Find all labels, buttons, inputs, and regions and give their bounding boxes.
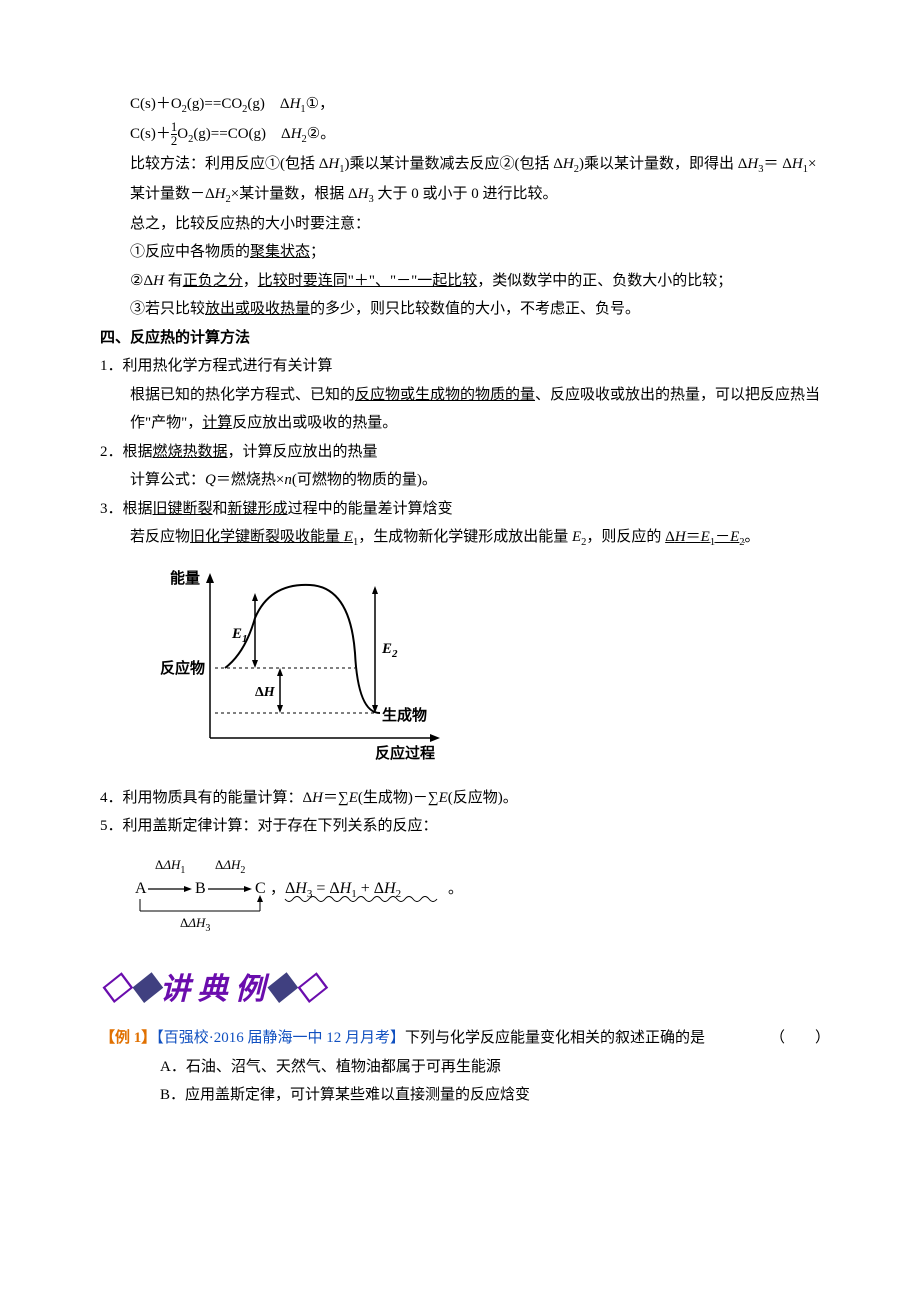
svg-text:C: C bbox=[255, 880, 266, 897]
svg-text:ΔΔH3: ΔΔH3 bbox=[180, 915, 210, 931]
item-1-body: 根据已知的热化学方程式、已知的反应物或生成物的物质的量、反应吸收或放出的热量，可… bbox=[130, 381, 830, 438]
svg-text:ΔΔH2: ΔΔH2 bbox=[215, 857, 245, 876]
equation-1: C(s)＋O2(g)==CO2(g) ΔH1①， bbox=[130, 90, 830, 120]
note-3: ③若只比较放出或吸收热量的多少，则只比较数值的大小，不考虑正、负号。 bbox=[130, 295, 830, 324]
item-3-body: 若反应物旧化学键断裂吸收能量 E1，生成物新化学键形成放出能量 E2，则反应的 … bbox=[130, 523, 830, 553]
item-2-formula: 计算公式：Q＝燃烧热×n(可燃物的物质的量)。 bbox=[130, 466, 830, 495]
svg-text:ΔΔH1: ΔΔH1 bbox=[155, 857, 185, 876]
svg-text:E2: E2 bbox=[381, 641, 398, 660]
dia-yaxis: 能量 bbox=[170, 569, 200, 587]
compare-method: 比较方法：利用反应①(包括 ΔH1)乘以某计量数减去反应②(包括 ΔH2)乘以某… bbox=[130, 150, 830, 210]
dia-reactant: 反应物 bbox=[160, 659, 205, 677]
item-5: 5．利用盖斯定律计算：对于存在下列关系的反应： bbox=[100, 812, 830, 841]
option-a: A．石油、沼气、天然气、植物油都属于可再生能源 bbox=[160, 1053, 830, 1082]
option-b: B．应用盖斯定律，可计算某些难以直接测量的反应焓变 bbox=[160, 1081, 830, 1110]
note-2: ②ΔH 有正负之分，比较时要连同"＋"、"－"一起比较，类似数学中的正、负数大小… bbox=[130, 267, 830, 296]
svg-text:A: A bbox=[135, 880, 147, 897]
item-2: 2．根据燃烧热数据，计算反应放出的热量 bbox=[100, 438, 830, 467]
svg-text:E1: E1 bbox=[231, 626, 248, 645]
note-1: ①反应中各物质的聚集状态； bbox=[130, 238, 830, 267]
svg-text:B: B bbox=[195, 880, 206, 897]
dia-product: 生成物 bbox=[382, 706, 427, 724]
item-3: 3．根据旧键断裂和新键形成过程中的能量差计算焓变 bbox=[100, 495, 830, 524]
dia-xaxis: 反应过程 bbox=[375, 744, 435, 762]
example-label: 【例 1】 bbox=[100, 1030, 156, 1046]
example-ref: 【百强校·2016 届静海一中 12 月月考】 bbox=[156, 1030, 405, 1046]
equation-2: C(s)＋12O2(g)==CO(g) ΔH2②。 bbox=[130, 120, 830, 150]
item-1: 1．利用热化学方程式进行有关计算 bbox=[100, 352, 830, 381]
hess-diagram: A ΔΔH1 B ΔΔH2 C ΔΔH3 ， ΔH3 = ΔH1 + ΔH2 。 bbox=[130, 851, 830, 942]
example-1: 【例 1】【百强校·2016 届静海一中 12 月月考】下列与化学反应能量变化相… bbox=[100, 1024, 830, 1053]
section-banner: ◇◆讲 典 例◆◇ bbox=[100, 961, 830, 1018]
summary-line: 总之，比较反应热的大小时要注意： bbox=[130, 210, 830, 239]
item-4: 4．利用物质具有的能量计算：ΔH＝∑E(生成物)－∑E(反应物)。 bbox=[100, 784, 830, 813]
heading-4: 四、反应热的计算方法 bbox=[100, 324, 830, 353]
svg-text:ΔH: ΔH bbox=[255, 685, 276, 700]
svg-text:。: 。 bbox=[448, 881, 463, 897]
energy-diagram: 能量 E1 E2 反应物 ΔH 生成物 反应过程 bbox=[160, 563, 830, 774]
svg-text:，: ， bbox=[270, 881, 285, 897]
